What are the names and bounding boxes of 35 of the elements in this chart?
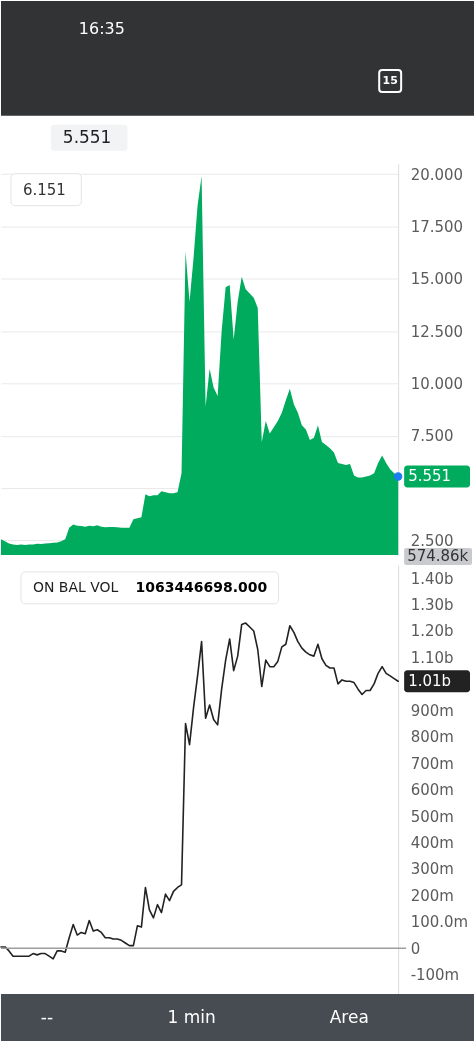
y-tick-label: 1.10b (410, 648, 454, 667)
text: 16:35 (78, 19, 125, 39)
y-tick-label: 7.500 (410, 427, 454, 446)
text: Area (329, 1006, 369, 1027)
line-series (0, 622, 399, 960)
y-tick-label: 17.500 (410, 218, 463, 236)
y-tick-label: 10.000 (410, 374, 463, 393)
text: -- (40, 1006, 54, 1027)
text: 1 min (167, 1006, 216, 1027)
y-tick-label: 900m (410, 701, 454, 720)
y-tick-label: 1.30b (410, 596, 454, 615)
y-tick-label: -100m (410, 966, 460, 985)
text: 15 (382, 73, 398, 87)
y-tick-label: 300m (410, 860, 454, 879)
y-tick-label: 0 (410, 939, 421, 958)
y-tick-label: 100.0m (410, 913, 469, 932)
y-tick-label: 500m (410, 807, 454, 826)
y-tick-label: 2.500 (410, 531, 454, 550)
y-tick-label: 800m (410, 728, 454, 747)
y-tick-label: 700m (410, 754, 454, 773)
text: 574.86k (407, 547, 469, 566)
y-tick-label: 20.000 (410, 165, 463, 184)
y-tick-label: 1.40b (410, 569, 454, 588)
y-tick-label: 12.500 (410, 322, 463, 341)
y-tick-label: 1.20b (410, 622, 454, 641)
y-tick-label: 15.000 (410, 270, 463, 289)
y-tick-label: 600m (410, 781, 454, 800)
y-tick-label: 400m (410, 834, 454, 852)
y-tick-label: 200m (410, 886, 454, 905)
text: ON BAL VOL (32, 578, 119, 595)
text: 5.551 (408, 467, 451, 486)
annotation: 6.151 (22, 180, 66, 199)
text: 1.01b (408, 672, 451, 691)
annotation: 1063446698.000 (135, 578, 268, 595)
text: 5.551 (62, 126, 112, 147)
